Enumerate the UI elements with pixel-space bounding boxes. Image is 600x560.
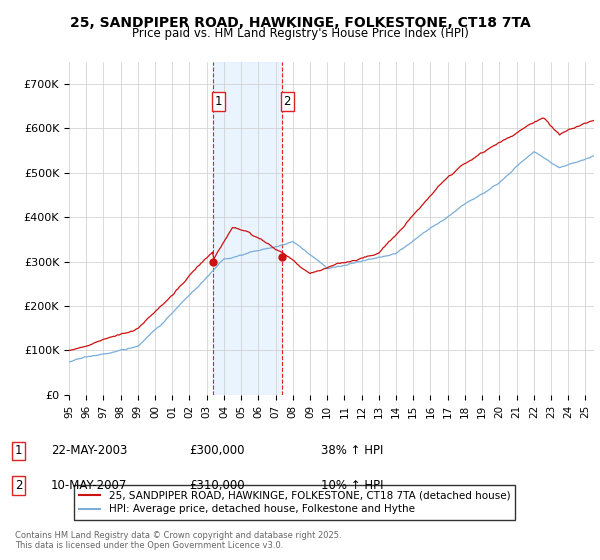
- Legend: 25, SANDPIPER ROAD, HAWKINGE, FOLKESTONE, CT18 7TA (detached house), HPI: Averag: 25, SANDPIPER ROAD, HAWKINGE, FOLKESTONE…: [74, 485, 515, 520]
- Text: 10% ↑ HPI: 10% ↑ HPI: [321, 479, 383, 492]
- Text: 2: 2: [283, 95, 291, 108]
- Bar: [213, 62, 282, 395]
- Text: 2: 2: [15, 479, 23, 492]
- Text: £310,000: £310,000: [189, 479, 245, 492]
- Text: 25, SANDPIPER ROAD, HAWKINGE, FOLKESTONE, CT18 7TA: 25, SANDPIPER ROAD, HAWKINGE, FOLKESTONE…: [70, 16, 530, 30]
- Text: 1: 1: [15, 444, 23, 458]
- Text: 10-MAY-2007: 10-MAY-2007: [51, 479, 127, 492]
- Text: 38% ↑ HPI: 38% ↑ HPI: [321, 444, 383, 458]
- Text: 22-MAY-2003: 22-MAY-2003: [51, 444, 127, 458]
- Text: Contains HM Land Registry data © Crown copyright and database right 2025.
This d: Contains HM Land Registry data © Crown c…: [15, 530, 341, 550]
- Text: £300,000: £300,000: [189, 444, 245, 458]
- Text: Price paid vs. HM Land Registry's House Price Index (HPI): Price paid vs. HM Land Registry's House …: [131, 27, 469, 40]
- Text: 1: 1: [215, 95, 223, 108]
